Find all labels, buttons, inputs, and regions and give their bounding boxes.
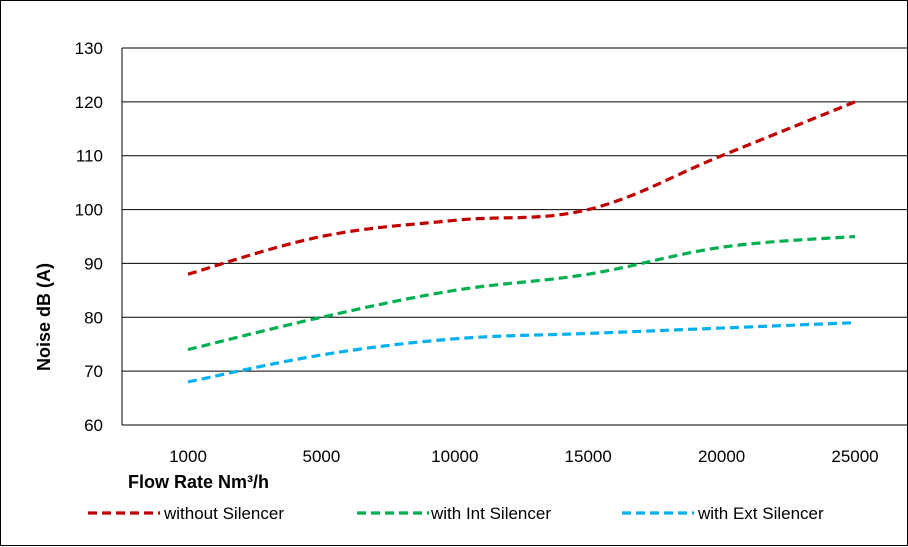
x-tick-label: 15000 [565, 447, 612, 466]
x-axis-title: Flow Rate Nm³/h [128, 472, 269, 492]
y-axis-title: Noise dB (A) [34, 263, 54, 371]
y-tick-label: 60 [84, 416, 103, 435]
x-tick-label: 1000 [169, 447, 207, 466]
y-tick-label: 100 [75, 201, 103, 220]
y-tick-label: 80 [84, 308, 103, 327]
y-tick-labels: 60 70 80 90 100 110 120 130 [75, 39, 103, 435]
legend-label-with-int-silencer: with Int Silencer [430, 504, 551, 523]
y-tick-label: 70 [84, 362, 103, 381]
legend-label-without-silencer: without Silencer [163, 504, 284, 523]
series-lines [187, 100, 856, 384]
y-tick-label: 130 [75, 39, 103, 58]
x-tick-label: 25000 [831, 447, 878, 466]
series-line-with-int-silencer [187, 234, 856, 352]
x-tick-label: 20000 [698, 447, 745, 466]
x-tick-label: 5000 [302, 447, 340, 466]
x-tick-labels: 1000 5000 10000 15000 20000 25000 [169, 447, 879, 466]
y-tick-label: 90 [84, 254, 103, 273]
gridlines [122, 47, 908, 426]
series-line-with-ext-silencer [187, 321, 856, 384]
legend: without Silencer with Int Silencer with Ex… [88, 504, 824, 523]
legend-label-with-ext-silencer: with Ext Silencer [697, 504, 824, 523]
series-line-without-silencer [187, 100, 856, 276]
y-tick-label: 120 [75, 93, 103, 112]
y-tick-label: 110 [76, 147, 103, 166]
x-tick-label: 10000 [431, 447, 478, 466]
